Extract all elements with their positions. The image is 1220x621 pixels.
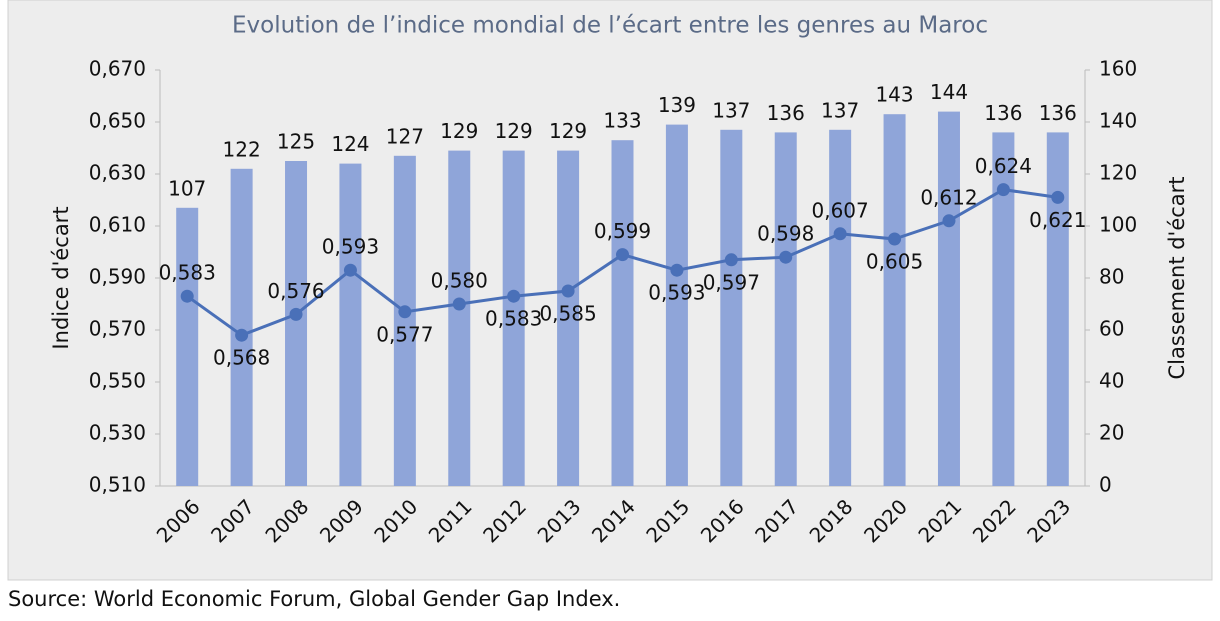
bar-label: 122 (223, 137, 261, 161)
y-tick-label: 0,610 (89, 213, 146, 237)
y-tick-label: 0,630 (89, 161, 146, 185)
bar (1046, 132, 1069, 486)
y2-tick-label: 140 (1099, 109, 1137, 133)
line-label: 0,624 (975, 154, 1032, 178)
line-label: 0,593 (322, 235, 379, 259)
bar-label: 129 (440, 119, 478, 143)
bar-label: 143 (875, 83, 913, 107)
y2-tick-label: 160 (1099, 57, 1137, 81)
y2-tick-label: 100 (1099, 213, 1137, 237)
line-marker (452, 297, 466, 311)
bar (992, 132, 1015, 486)
source-note: Source: World Economic Forum, Global Gen… (8, 587, 620, 611)
y-tick-label: 0,550 (89, 369, 146, 393)
bar-label: 136 (984, 101, 1022, 125)
bar (285, 161, 308, 486)
line-marker (343, 263, 357, 277)
chart-title: Evolution de l’indice mondial de l’écart… (232, 13, 988, 39)
bar-label: 129 (549, 119, 587, 143)
line-label: 0,583 (485, 307, 542, 331)
line-marker (670, 263, 684, 277)
line-label: 0,621 (1029, 208, 1086, 232)
line-label: 0,577 (376, 322, 433, 346)
bar-label: 125 (277, 130, 315, 154)
line-marker (289, 307, 303, 321)
line-marker (996, 183, 1010, 197)
line-label: 0,607 (812, 198, 869, 222)
bar-label: 136 (1039, 101, 1077, 125)
y2-tick-label: 80 (1099, 265, 1124, 289)
bar-label: 137 (712, 98, 750, 122)
line-label: 0,576 (267, 279, 324, 303)
bar-label: 124 (331, 132, 369, 156)
y2-axis-title: Classement d'écart (1165, 176, 1189, 379)
line-marker (833, 227, 847, 241)
bar-label: 136 (767, 101, 805, 125)
line-marker (1051, 190, 1065, 204)
y2-tick-label: 20 (1099, 421, 1124, 445)
line-marker (779, 250, 793, 264)
bar (393, 155, 416, 487)
y-tick-label: 0,510 (89, 473, 146, 497)
line-label: 0,580 (431, 269, 488, 293)
bar (665, 124, 688, 486)
y2-tick-label: 120 (1099, 161, 1137, 185)
line-label: 0,568 (213, 346, 270, 370)
line-label: 0,612 (920, 185, 977, 209)
y-tick-label: 0,650 (89, 109, 146, 133)
line-label: 0,583 (159, 261, 216, 285)
bar (448, 150, 471, 486)
bar-label: 144 (930, 80, 968, 104)
line-label: 0,605 (866, 250, 923, 274)
y2-tick-label: 60 (1099, 317, 1124, 341)
y-tick-label: 0,590 (89, 265, 146, 289)
line-marker (942, 214, 956, 228)
line-label: 0,593 (648, 281, 705, 305)
bar-label: 133 (603, 109, 641, 133)
line-label: 0,599 (594, 219, 651, 243)
bar (720, 129, 743, 487)
line-marker (398, 305, 412, 319)
bar (502, 150, 525, 486)
bar-label: 137 (821, 98, 859, 122)
bar-label: 127 (386, 124, 424, 148)
y2-tick-label: 0 (1099, 473, 1112, 497)
line-marker (616, 248, 629, 262)
line-marker (888, 232, 902, 246)
bar (611, 140, 634, 486)
y2-tick-label: 40 (1099, 369, 1124, 393)
bar-label: 107 (168, 176, 206, 200)
bar-label: 139 (658, 93, 696, 117)
bar (557, 150, 580, 486)
bar (339, 163, 362, 486)
bar (883, 114, 906, 486)
y-tick-label: 0,670 (89, 57, 146, 81)
bar-label: 129 (495, 119, 533, 143)
line-label: 0,597 (703, 270, 760, 294)
y-axis-title: Indice d'écart (49, 206, 73, 349)
line-marker (235, 328, 249, 342)
y-tick-label: 0,570 (89, 317, 146, 341)
bar (774, 132, 797, 486)
bar (937, 111, 960, 486)
line-marker (180, 289, 194, 303)
bar (176, 207, 199, 487)
line-marker (724, 253, 738, 267)
bar (829, 129, 852, 487)
line-marker (561, 284, 575, 298)
bar (230, 168, 253, 487)
line-label: 0,598 (757, 222, 814, 246)
y-tick-label: 0,530 (89, 421, 146, 445)
line-marker (507, 289, 521, 303)
line-label: 0,585 (539, 302, 596, 326)
